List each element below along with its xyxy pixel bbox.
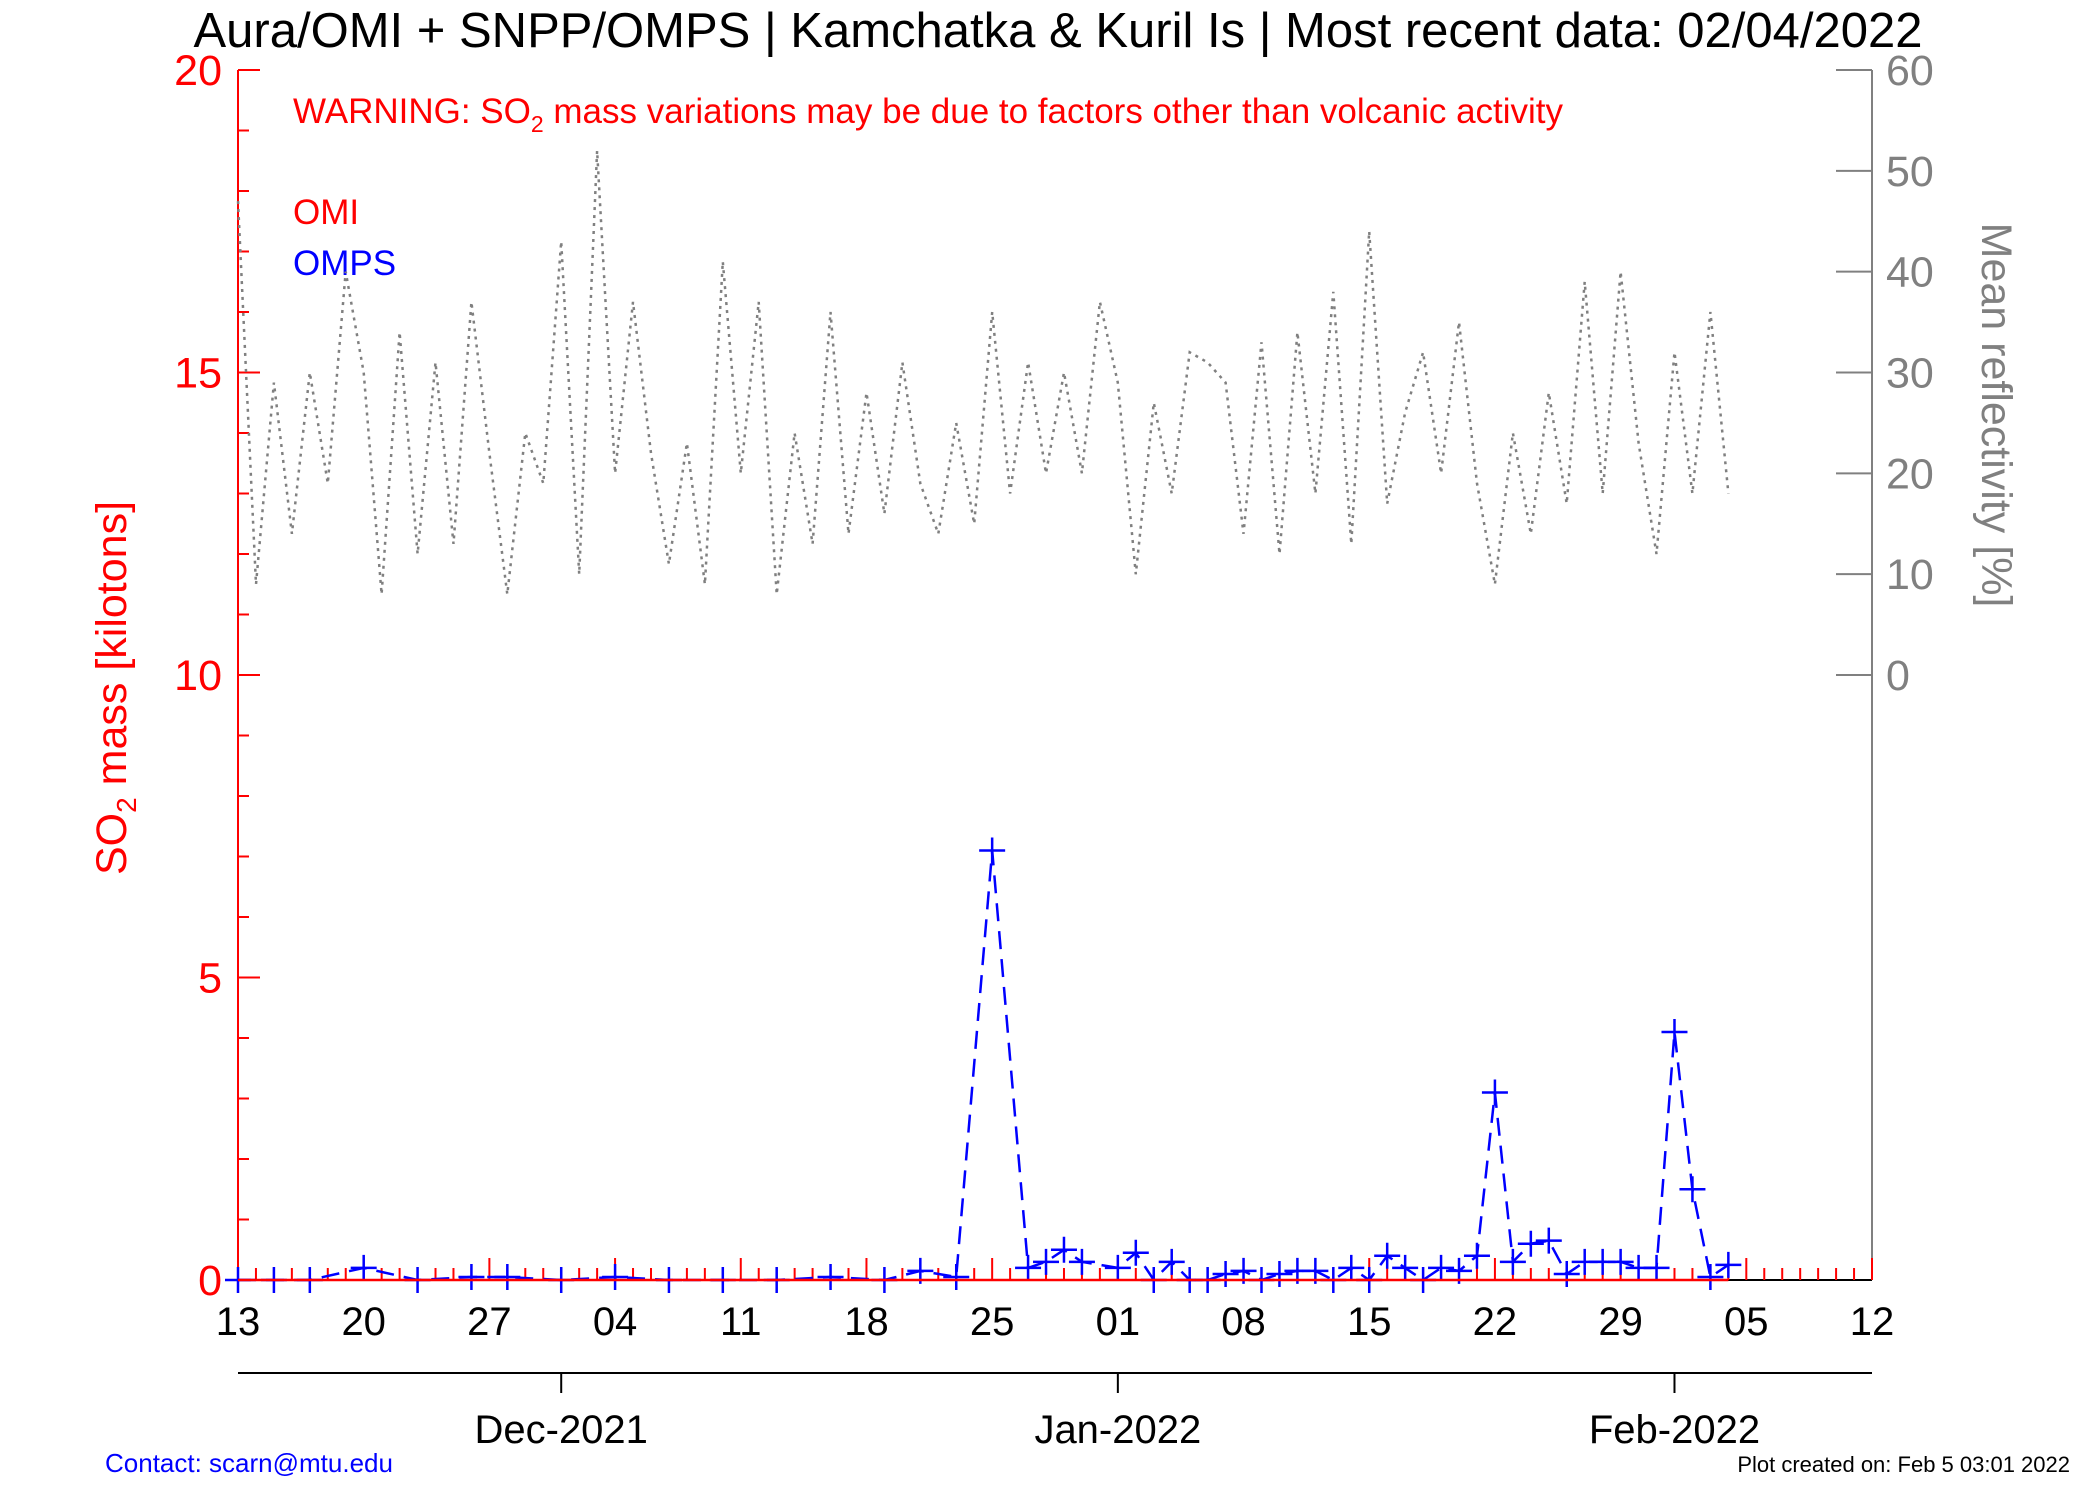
omps-point (1553, 1260, 1580, 1287)
omps-point (1607, 1248, 1634, 1275)
omps-point (943, 1263, 970, 1290)
chart-title: Aura/OMI + SNPP/OMPS | Kamchatka & Kuril… (194, 4, 1923, 58)
ylabel-left-subscript: 2 (111, 797, 142, 813)
month-label: Feb-2022 (1589, 1408, 1760, 1452)
omps-point (1535, 1227, 1562, 1254)
omps-point (1679, 1176, 1706, 1203)
omps-point (1266, 1260, 1293, 1287)
omps-point (1212, 1260, 1239, 1287)
y-axis-right-label: Mean reflectivity [%] (1972, 223, 2020, 608)
x-tick-label: 15 (1347, 1300, 1392, 1344)
omps-point (1661, 1018, 1688, 1045)
omps-point (1392, 1254, 1419, 1281)
warning-subscript: 2 (531, 111, 544, 137)
omps-point (1122, 1239, 1149, 1266)
x-tick-label: 20 (341, 1300, 386, 1344)
x-tick-label: 08 (1221, 1300, 1266, 1344)
y-right-tick-label: 0 (1886, 652, 1910, 700)
y-left-tick-label: 0 (198, 1257, 222, 1305)
y-left-tick-label: 15 (174, 350, 222, 398)
y-left-tick-label: 10 (174, 652, 222, 700)
omps-point (1428, 1254, 1455, 1281)
warning-prefix: WARNING: SO (293, 92, 531, 131)
month-label: Dec-2021 (474, 1408, 647, 1452)
omps-point (1374, 1242, 1401, 1269)
y-axis-left-label: SO2 mass [kilotons] (88, 501, 142, 875)
omps-point (1338, 1254, 1365, 1281)
x-tick-label: 13 (216, 1300, 261, 1344)
y-right-tick-label: 60 (1886, 47, 1934, 95)
x-tick-label: 18 (844, 1300, 889, 1344)
ylabel-left-prefix: SO (88, 813, 136, 875)
y-right-tick-label: 10 (1886, 551, 1934, 599)
omps-point (1499, 1248, 1526, 1275)
y-right-tick-label: 30 (1886, 350, 1934, 398)
y-right-tick-label: 20 (1886, 450, 1934, 498)
omps-point (979, 837, 1006, 864)
omps-point (1715, 1251, 1742, 1278)
y-right-tick-label: 40 (1886, 249, 1934, 297)
warning-text: WARNING: SO2 mass variations may be due … (293, 92, 1564, 137)
x-tick-label: 05 (1724, 1300, 1769, 1344)
ylabel-left-suffix: mass [kilotons] (88, 501, 136, 797)
omps-point (350, 1254, 377, 1281)
omps-point (458, 1263, 485, 1290)
omps-point (817, 1263, 844, 1290)
y-left-tick-label: 20 (174, 47, 222, 95)
omps-point (1068, 1248, 1095, 1275)
y-right-tick-label: 50 (1886, 148, 1934, 196)
y-left-tick-label: 5 (198, 955, 222, 1003)
warning-suffix: mass variations may be due to factors ot… (544, 92, 1564, 131)
x-tick-label: 01 (1096, 1300, 1141, 1344)
x-tick-label: 11 (720, 1300, 762, 1344)
reflectivity-series-line (236, 150, 1730, 595)
omps-point (1463, 1242, 1490, 1269)
x-tick-label: 27 (467, 1300, 512, 1344)
omps-point (602, 1263, 629, 1290)
legend-omi: OMI (293, 193, 359, 232)
x-tick-label: 29 (1598, 1300, 1643, 1344)
omps-point (1481, 1079, 1508, 1106)
omps-series-line (238, 850, 1730, 1282)
month-label: Jan-2022 (1034, 1408, 1201, 1452)
omps-point (1643, 1254, 1670, 1281)
footer-contact[interactable]: Contact: scarn@mtu.edu (105, 1448, 393, 1478)
x-tick-label: 25 (970, 1300, 1015, 1344)
footer-created: Plot created on: Feb 5 03:01 2022 (1737, 1452, 2070, 1477)
omps-point (1104, 1254, 1131, 1281)
omps-point (1050, 1236, 1077, 1263)
omps-point (494, 1263, 521, 1290)
omps-point (1033, 1248, 1060, 1275)
legend-omps: OMPS (293, 244, 396, 283)
x-tick-label: 12 (1850, 1300, 1895, 1344)
x-tick-label: 04 (593, 1300, 638, 1344)
omps-point (1015, 1254, 1042, 1281)
omps-point (1697, 1263, 1724, 1290)
omps-point (1158, 1248, 1185, 1275)
x-tick-label: 22 (1473, 1300, 1518, 1344)
omps-point (1517, 1230, 1544, 1257)
